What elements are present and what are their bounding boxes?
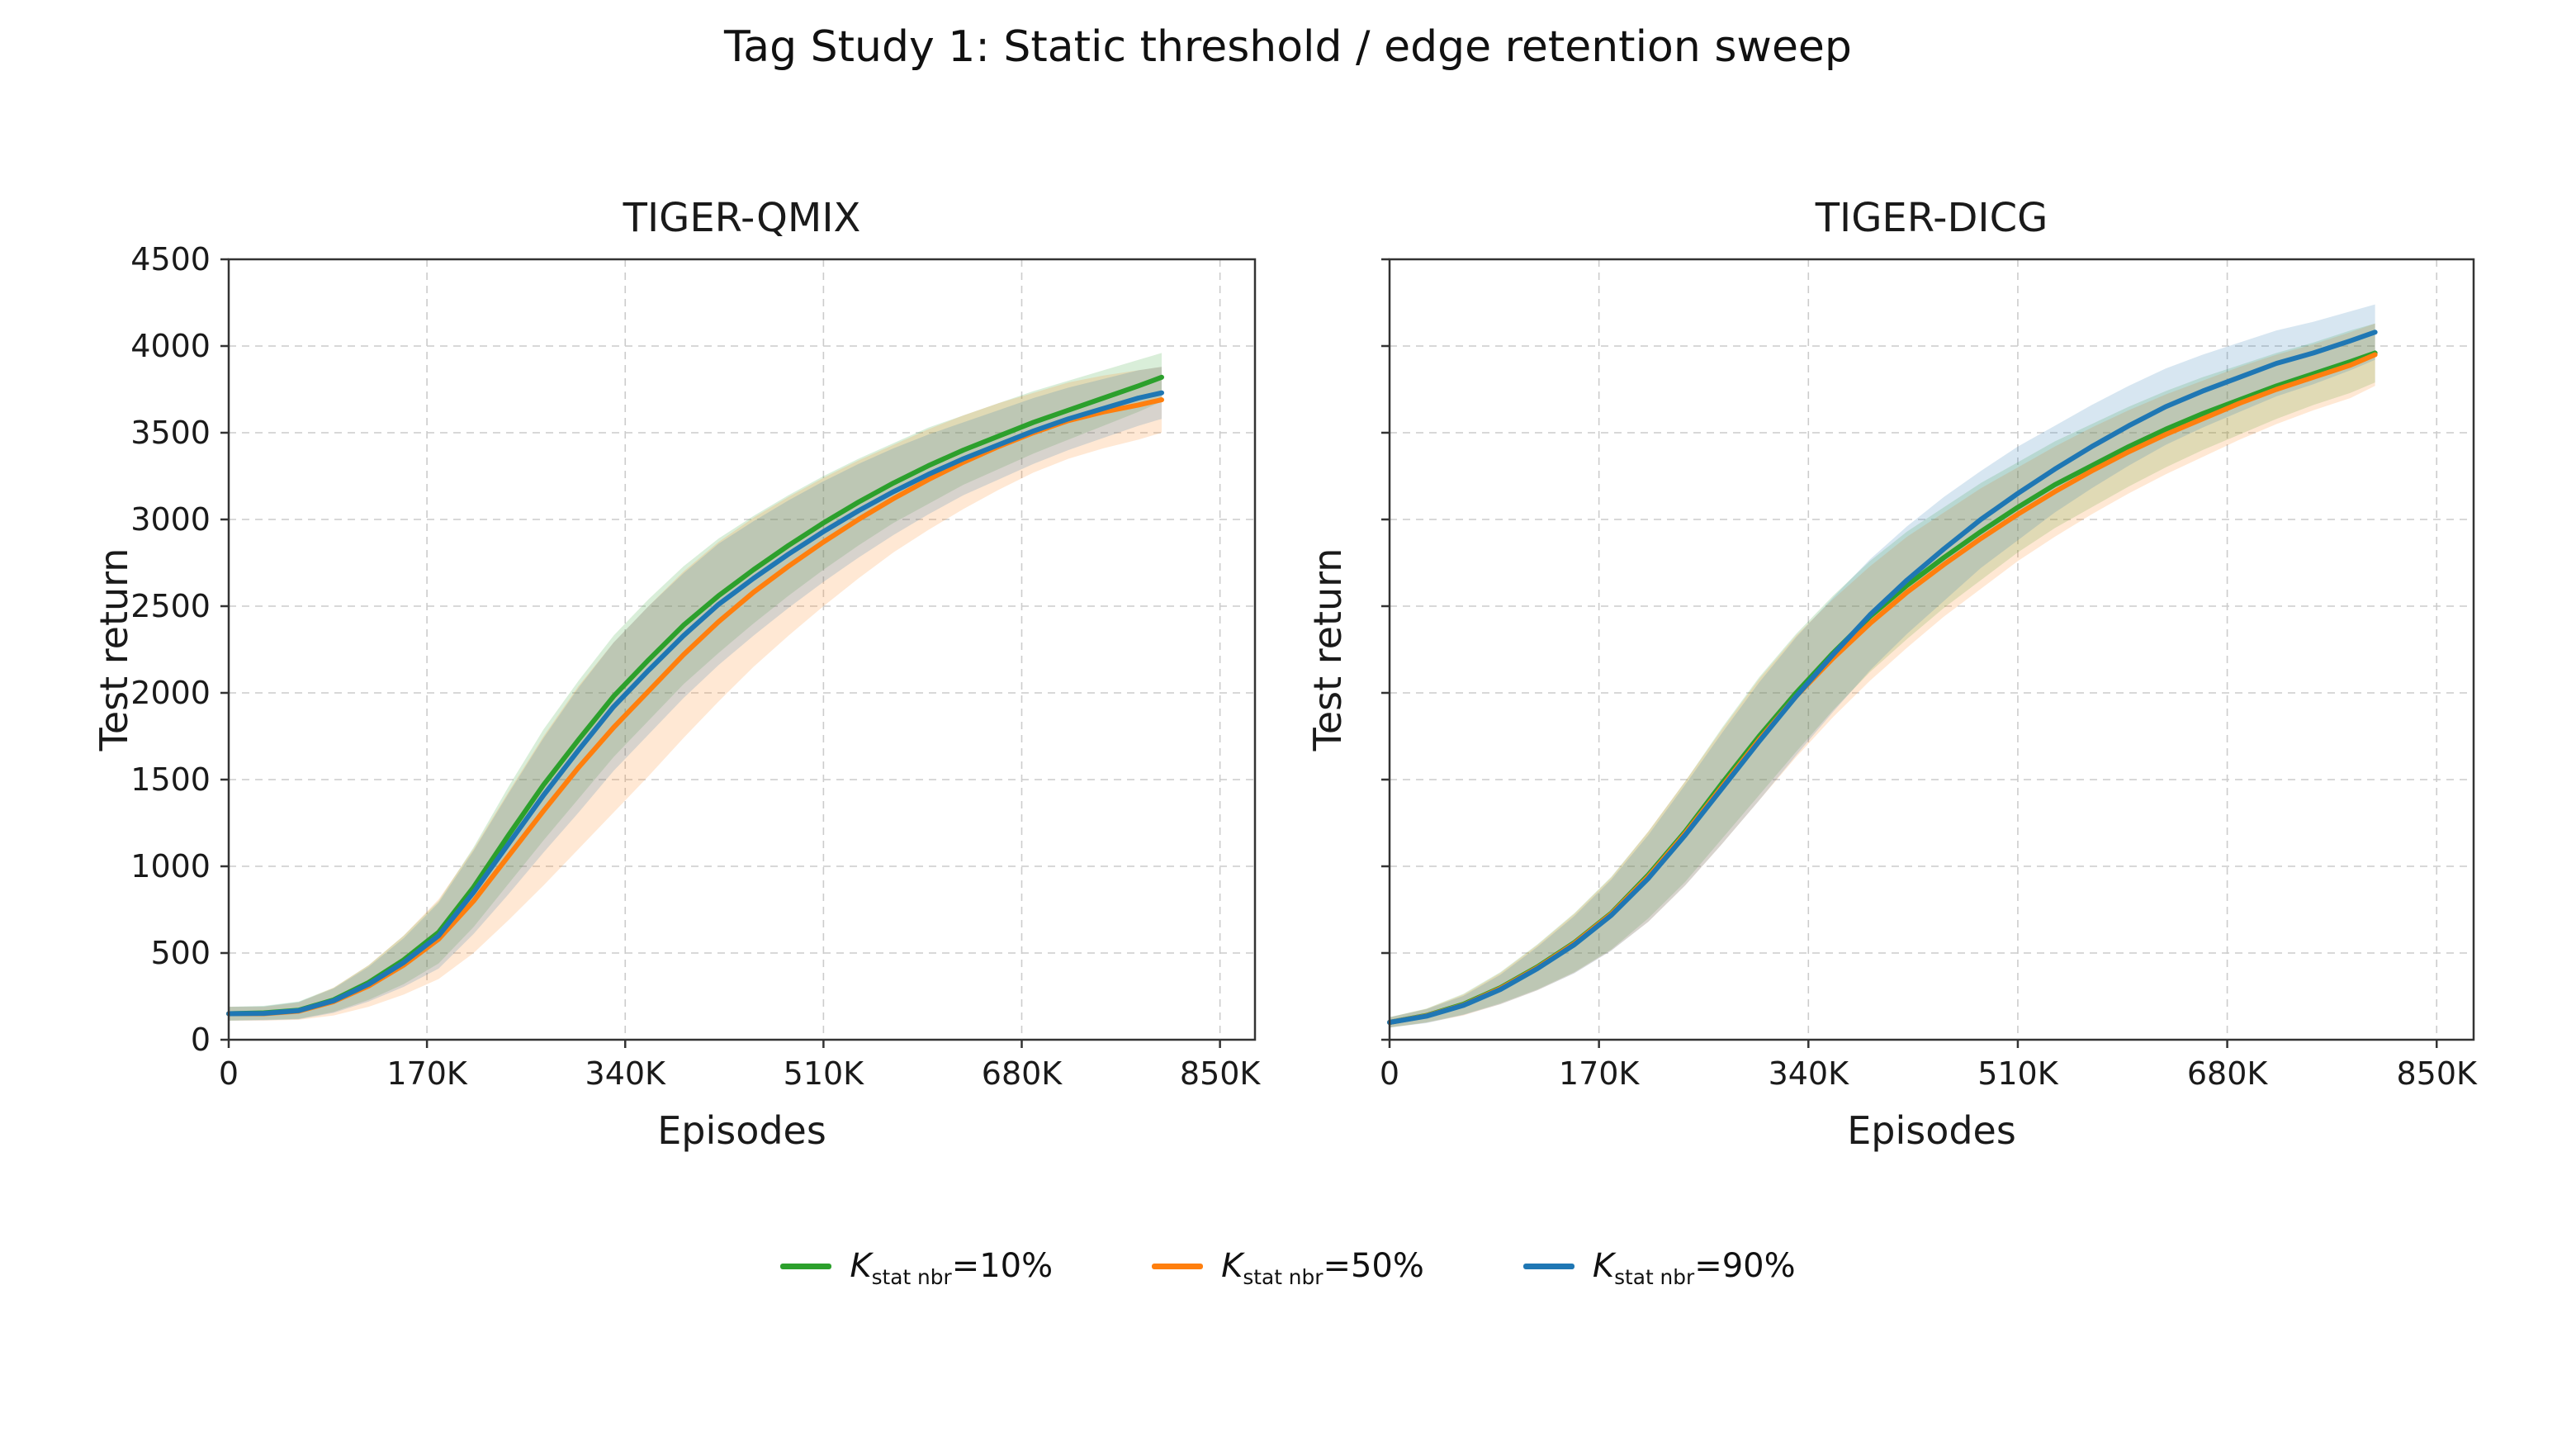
x-tick-label: 680K: [2187, 1055, 2269, 1092]
confidence-band: [1390, 324, 2375, 1028]
legend: Kstat nbr=10% Kstat nbr=50% Kstat nbr=90…: [780, 1247, 1796, 1290]
legend-label: Kstat nbr=10%: [850, 1247, 1054, 1290]
subplot-title: TIGER-DICG: [1815, 195, 2048, 241]
x-tick-label: 0: [219, 1055, 239, 1092]
x-tick-label: 0: [1380, 1055, 1399, 1092]
confidence-band: [1390, 324, 2375, 1028]
x-axis-label: Episodes: [1847, 1108, 2016, 1153]
subplot-title: TIGER-QMIX: [623, 195, 861, 241]
tiger-dicg-chart: 0 170K 340K 510K 680K 850K TIGER-DICG Episodes T…: [1305, 195, 2479, 1153]
y-tick-label: 3500: [130, 415, 211, 451]
x-axis-label: Episodes: [657, 1108, 826, 1153]
legend-line-swatch-orange: [1152, 1263, 1204, 1269]
y-tick-label: 4500: [130, 241, 211, 277]
x-tick-label: 850K: [1180, 1055, 1262, 1092]
y-tick-label: 0: [191, 1022, 211, 1058]
y-tick-label: 1000: [130, 848, 211, 884]
tick-marks: [220, 258, 1221, 1049]
series-line: [226, 391, 1164, 1017]
legend-label: Kstat nbr=90%: [1592, 1247, 1796, 1290]
confidence-band: [229, 367, 1162, 1022]
y-tick-label: 1500: [130, 761, 211, 798]
y-tick-label: 500: [150, 935, 211, 971]
tiger-qmix-chart: 0 170K 340K 510K 680K 850K 0 500 1000 1500 2000 250…: [92, 195, 1262, 1153]
legend-item-k90: Kstat nbr=90%: [1522, 1247, 1796, 1290]
charts-row: 0 170K 340K 510K 680K 850K 0 500 1000 1500 2000 250…: [84, 168, 2492, 1168]
plot-frame: [1388, 258, 2475, 1041]
figure-title: Tag Study 1: Static threshold / edge ret…: [724, 22, 1852, 72]
tick-marks: [1381, 258, 2438, 1049]
x-tick-label: 510K: [784, 1055, 865, 1092]
x-tick-label: 170K: [1559, 1055, 1641, 1092]
chart-panel-tiger-dicg: 0 170K 340K 510K 680K 850K TIGER-DICG Episodes T…: [1303, 168, 2492, 1168]
x-tick-label: 850K: [2397, 1055, 2479, 1092]
legend-line-swatch-green: [780, 1263, 832, 1269]
legend-line-swatch-blue: [1522, 1263, 1574, 1269]
y-tick-label: 4000: [130, 328, 211, 364]
series-line: [1387, 330, 2378, 1026]
x-tick-label: 170K: [386, 1055, 468, 1092]
x-tick-label: 510K: [1977, 1055, 2059, 1092]
y-axis-label: Test return: [1305, 548, 1350, 752]
confidence-band: [1390, 304, 2375, 1028]
y-tick-label: 2500: [130, 588, 211, 624]
chart-panel-tiger-qmix: 0 170K 340K 510K 680K 850K 0 500 1000 1500 2000 250…: [84, 168, 1273, 1168]
legend-item-k50: Kstat nbr=50%: [1152, 1247, 1424, 1290]
x-tick-label: 680K: [982, 1055, 1063, 1092]
confidence-band: [229, 367, 1162, 1022]
plot-frame: [227, 258, 1257, 1041]
legend-item-k10: Kstat nbr=10%: [780, 1247, 1054, 1290]
x-tick-label: 340K: [585, 1055, 667, 1092]
y-tick-label: 2000: [130, 675, 211, 711]
legend-label: Kstat nbr=50%: [1221, 1247, 1424, 1290]
y-tick-label: 3000: [130, 501, 211, 538]
x-tick-label: 340K: [1769, 1055, 1850, 1092]
y-axis-label: Test return: [92, 548, 136, 752]
